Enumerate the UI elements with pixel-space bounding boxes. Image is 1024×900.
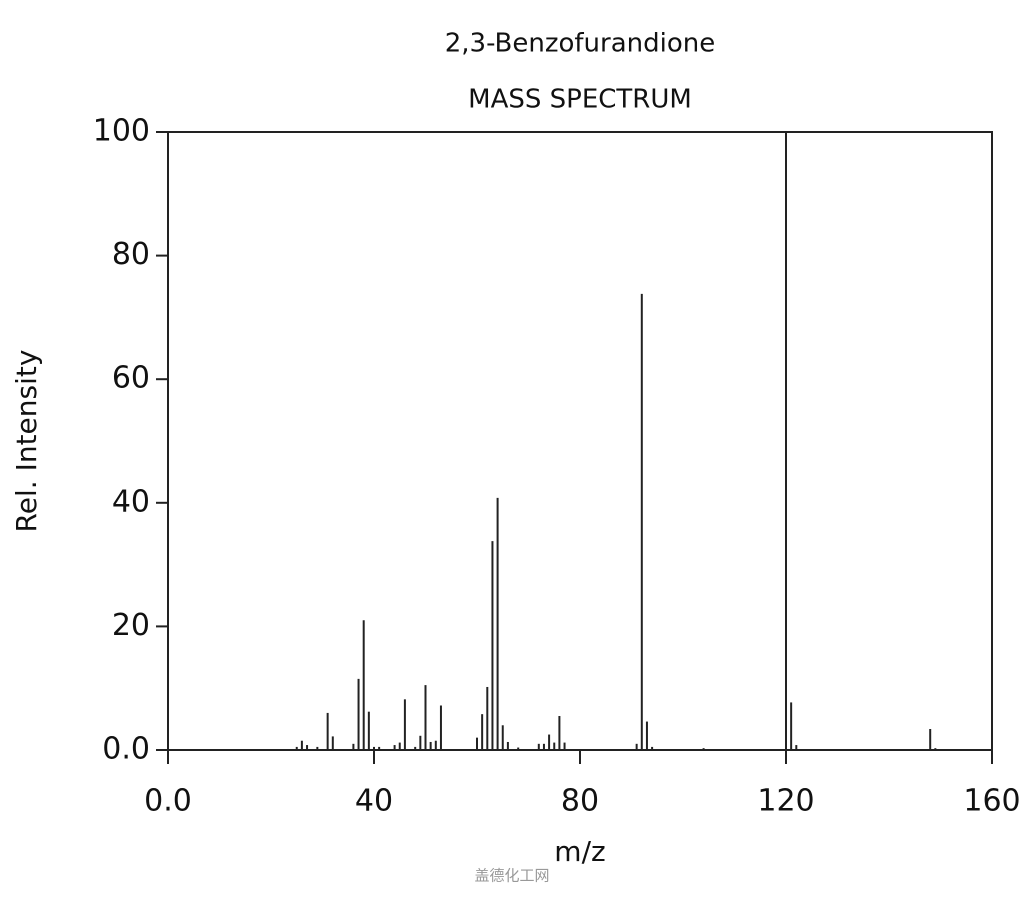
watermark: 盖德化工网	[474, 867, 549, 885]
plot-frame	[167, 131, 993, 751]
y-tick-label: 60	[112, 361, 150, 396]
x-tick-label: 40	[355, 784, 393, 819]
x-tick-label: 80	[561, 784, 599, 819]
y-tick-label: 0.0	[102, 732, 150, 767]
chart-subtitle: MASS SPECTRUM	[468, 85, 692, 115]
y-tick-label: 80	[112, 237, 150, 272]
y-axis-label: Rel. Intensity	[10, 350, 43, 533]
y-tick-label: 100	[93, 114, 150, 149]
y-tick-label: 20	[112, 608, 150, 643]
x-tick-label: 120	[757, 784, 814, 819]
x-tick-label: 160	[963, 784, 1020, 819]
y-tick-label: 40	[112, 484, 150, 519]
x-axis-label: m/z	[554, 835, 605, 868]
chart-title: 2,3-Benzofurandione	[445, 29, 716, 59]
x-tick-label: 0.0	[144, 784, 192, 819]
